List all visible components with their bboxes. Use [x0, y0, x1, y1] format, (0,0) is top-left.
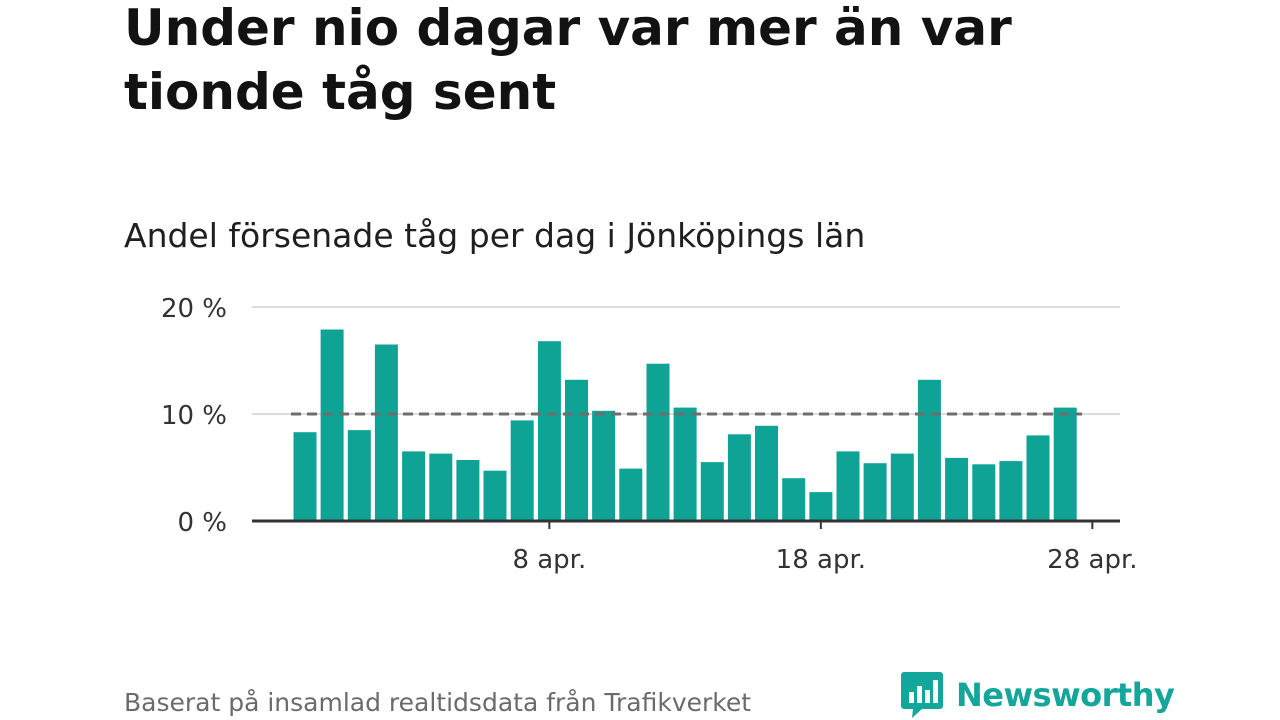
x-tick-label: 28 apr. [1047, 545, 1137, 575]
y-tick-label: 20 % [161, 294, 227, 324]
bar [972, 464, 996, 521]
bar [565, 379, 588, 521]
bar [945, 457, 969, 521]
bar [592, 410, 616, 521]
bar [429, 453, 453, 521]
bar [863, 463, 887, 521]
bar [510, 420, 534, 521]
bar [374, 344, 398, 521]
bar [890, 453, 914, 521]
bar [755, 425, 778, 521]
bar [402, 451, 426, 521]
bar [782, 478, 806, 521]
chart-title: Under nio dagar var mer än var tionde tå… [124, 0, 1012, 121]
bar [347, 430, 371, 521]
bar [727, 434, 751, 521]
y-tick-label: 0 % [177, 508, 227, 538]
bars [293, 329, 1077, 521]
x-tick-label: 8 apr. [512, 545, 586, 575]
bar [483, 470, 507, 521]
x-tick-label: 18 apr. [776, 545, 866, 575]
bar-chart: 0 % 10 % 20 % 8 apr. 18 apr. 28 apr. [161, 294, 1138, 575]
bar [320, 329, 344, 521]
bar [293, 432, 317, 521]
bar [619, 468, 643, 521]
bar [836, 451, 860, 521]
bar [917, 379, 941, 521]
bar [646, 363, 670, 521]
bar [809, 492, 833, 521]
axes: 0 % 10 % 20 % 8 apr. 18 apr. 28 apr. [161, 294, 1138, 575]
bar [700, 462, 724, 521]
source-note: Baserat på insamlad realtidsdata från Tr… [124, 688, 752, 717]
newsworthy-logo: Newsworthy [900, 670, 1175, 720]
newsworthy-logo-icon [901, 672, 943, 718]
bar [537, 341, 561, 521]
bar [999, 461, 1023, 521]
chart-subtitle: Andel försenade tåg per dag i Jönköpings… [124, 216, 866, 255]
bar [673, 407, 697, 521]
newsworthy-logo-text: Newsworthy [956, 676, 1175, 714]
bar [456, 460, 480, 521]
bar [1026, 435, 1050, 521]
y-tick-label: 10 % [161, 401, 227, 431]
bar [1053, 407, 1077, 521]
